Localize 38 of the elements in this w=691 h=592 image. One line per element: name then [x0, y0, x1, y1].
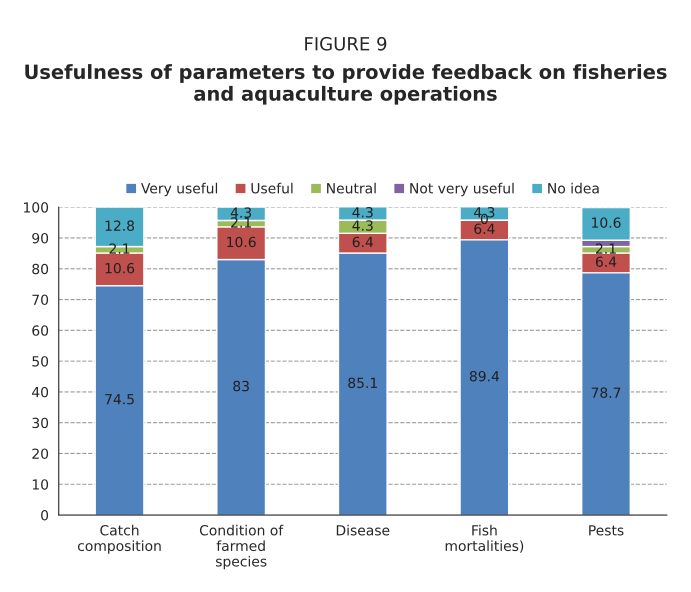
legend-label: Very useful — [141, 182, 218, 196]
data-label: 6.4 — [596, 256, 616, 267]
y-tick-label: 10 — [32, 479, 48, 490]
x-tick-label: Condition of farmed species — [200, 524, 284, 570]
data-label: 74.5 — [105, 394, 134, 404]
y-tick-label: 70 — [32, 294, 48, 306]
y-tick-label: 50 — [32, 356, 48, 367]
data-label: 89.4 — [470, 370, 500, 382]
data-label: 6.4 — [352, 236, 374, 248]
x-tick-label: Disease — [336, 524, 390, 536]
y-tick-label: 60 — [32, 325, 48, 336]
data-label: 4.3 — [230, 207, 252, 218]
y-tick-label: 90 — [32, 232, 48, 244]
x-tick-label: Pests — [589, 525, 624, 536]
data-label: 85.1 — [348, 378, 377, 388]
data-label: 6.4 — [474, 224, 495, 234]
data-label: 10.6 — [592, 217, 621, 228]
y-tick-label: 30 — [32, 418, 48, 428]
data-label: 12.8 — [106, 220, 134, 231]
legend-label: Neutral — [327, 182, 376, 194]
data-label: 83 — [233, 380, 249, 392]
data-label: 10.6 — [106, 262, 134, 274]
x-tick-label: Catch composition — [78, 524, 161, 554]
y-tick-label: 100 — [24, 202, 48, 213]
x-tick-label: Fish mortalities) — [446, 524, 524, 553]
legend-label: Not very useful — [410, 182, 514, 196]
chart-title: FIGURE 9 — [305, 36, 386, 51]
y-tick-label: 0 — [41, 510, 48, 521]
data-label: 4.3 — [352, 207, 373, 218]
y-tick-label: 80 — [32, 264, 48, 274]
y-tick-label: 40 — [32, 386, 48, 398]
data-label: 10.6 — [227, 236, 256, 248]
chart-subtitle: Usefulness of parameters to provide feedback on fisheries and aquaculture operations — [25, 64, 667, 105]
legend-label: No idea — [548, 182, 599, 194]
data-label: 78.7 — [592, 387, 620, 398]
data-label: 4.3 — [352, 220, 373, 231]
y-tick-label: 20 — [32, 448, 48, 459]
legend-label: Useful — [252, 182, 292, 194]
